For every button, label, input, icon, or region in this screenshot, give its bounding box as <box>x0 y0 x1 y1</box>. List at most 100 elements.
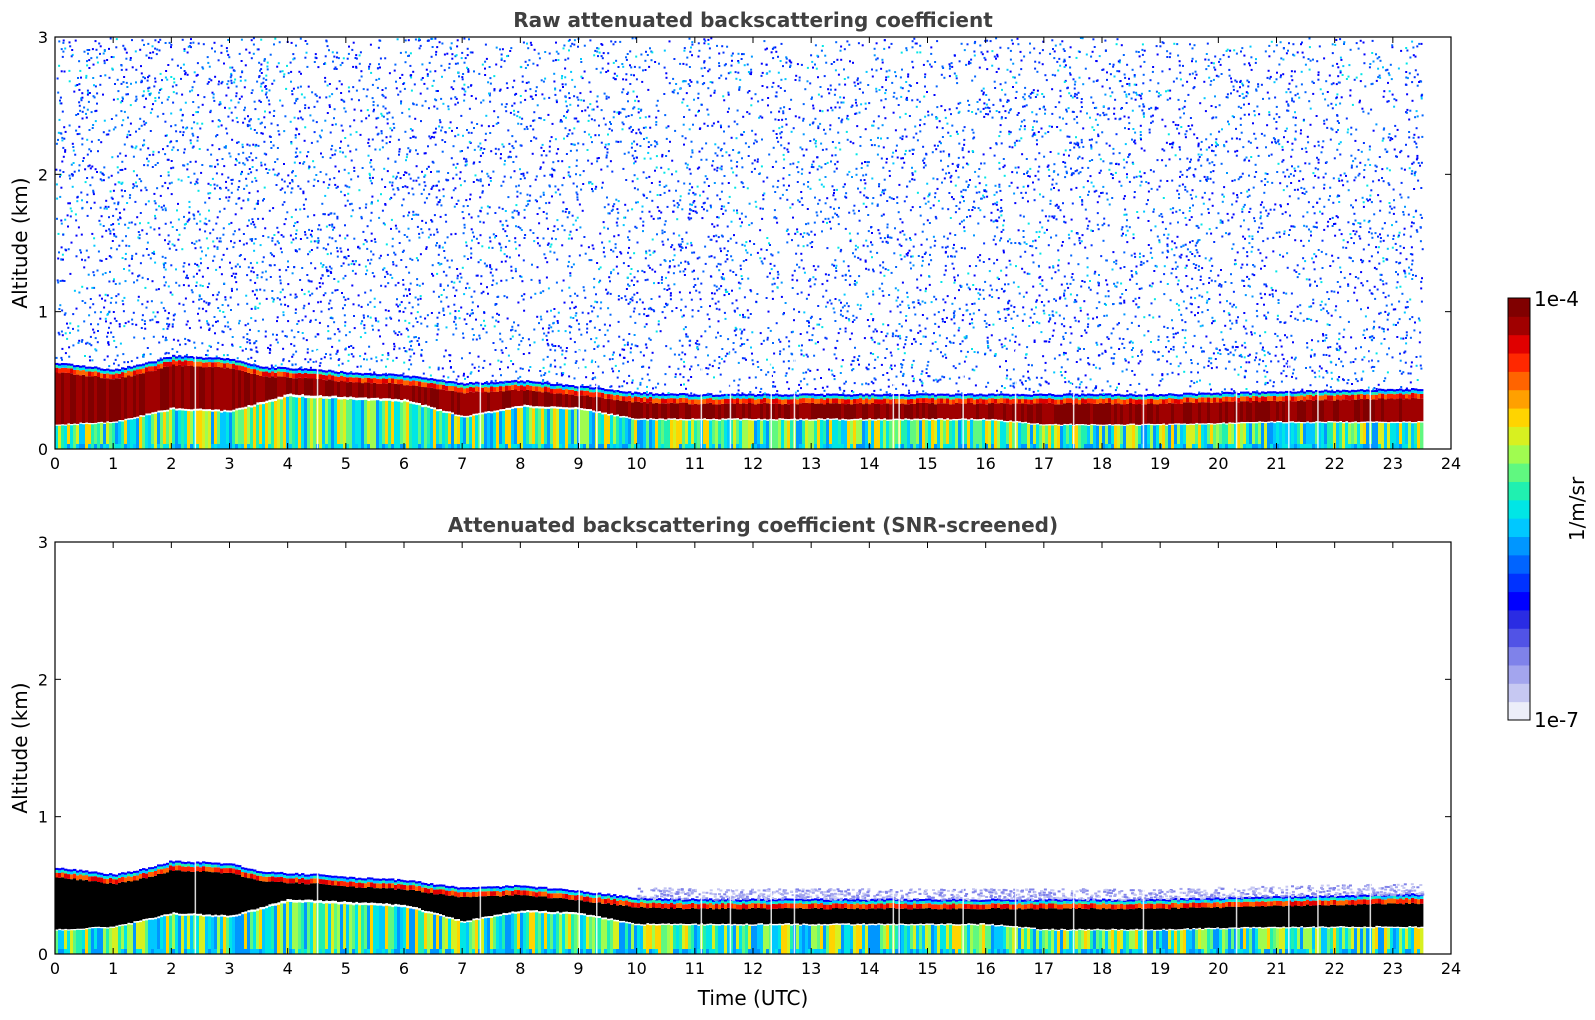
noise-speck <box>113 202 116 205</box>
heatmap-cell <box>1204 392 1208 395</box>
noise-speck <box>599 232 602 235</box>
noise-speck <box>88 129 91 131</box>
noise-speck <box>1161 355 1164 357</box>
heatmap-cell <box>1045 444 1049 449</box>
noise-speck <box>1252 186 1255 189</box>
noise-speck <box>1196 251 1199 254</box>
heatmap-cell <box>874 394 878 397</box>
heatmap-cell <box>1312 393 1316 397</box>
heatmap-cell <box>1138 394 1142 397</box>
heatmap-cell <box>223 363 227 369</box>
heatmap-cell <box>418 378 422 382</box>
heatmap-cell <box>1186 392 1190 395</box>
noise-speck <box>1254 163 1257 166</box>
heatmap-cell <box>826 403 830 419</box>
noise-speck <box>1086 274 1089 277</box>
heatmap-cell <box>1120 404 1124 425</box>
noise-speck <box>482 99 485 102</box>
heatmap-cell <box>310 398 314 449</box>
noise-speck <box>781 125 784 128</box>
noise-speck <box>1156 235 1159 238</box>
noise-speck <box>315 174 318 176</box>
noise-speck <box>1307 141 1310 144</box>
heatmap-cell <box>1387 388 1391 391</box>
heatmap-cell <box>613 392 617 396</box>
noise-speck <box>517 324 520 327</box>
heatmap-cell <box>667 419 671 449</box>
noise-speck <box>957 165 959 168</box>
noise-speck <box>283 73 286 76</box>
heatmap-cell <box>907 420 911 449</box>
noise-speck <box>627 151 630 154</box>
heatmap-cell <box>598 387 602 390</box>
heatmap-cell <box>910 420 914 449</box>
noise-speck <box>877 127 880 130</box>
heatmap-cell <box>262 376 266 402</box>
noise-speck <box>746 309 749 312</box>
heatmap-cell <box>1201 397 1205 403</box>
heatmap-cell <box>295 370 299 374</box>
heatmap-cell <box>601 392 605 398</box>
heatmap-cell <box>709 398 713 403</box>
noise-speck <box>307 180 310 183</box>
noise-speck <box>241 349 244 352</box>
heatmap-cell <box>1051 394 1055 397</box>
heatmap-cell <box>451 383 455 386</box>
noise-speck <box>1299 304 1302 307</box>
noise-speck <box>1130 254 1133 257</box>
heatmap-cell <box>628 418 632 449</box>
noise-speck <box>949 217 952 219</box>
noise-speck <box>1082 127 1085 130</box>
heatmap-cell <box>145 415 149 449</box>
noise-speck <box>1320 151 1323 154</box>
noise-speck <box>283 180 286 183</box>
noise-speck <box>352 346 355 349</box>
heatmap-cell <box>91 369 95 372</box>
heatmap-cell <box>817 403 821 419</box>
noise-speck <box>972 131 975 134</box>
heatmap-cell <box>1216 397 1220 403</box>
heatmap-cell <box>358 400 362 449</box>
noise-speck <box>1004 337 1007 340</box>
heatmap-cell <box>1306 394 1310 400</box>
noise-speck <box>1211 316 1214 319</box>
heatmap-cell <box>796 396 800 400</box>
heatmap-cell <box>715 394 719 397</box>
noise-speck <box>138 233 141 236</box>
heatmap-cell <box>79 365 83 368</box>
noise-speck <box>112 189 115 192</box>
heatmap-cell <box>760 420 764 449</box>
heatmap-cell <box>223 360 227 364</box>
noise-speck <box>367 138 370 141</box>
heatmap-cell <box>1021 393 1025 396</box>
heatmap-cell <box>1372 423 1376 449</box>
heatmap-cell <box>1144 399 1148 405</box>
noise-speck <box>268 168 271 171</box>
heatmap-cell <box>463 385 467 389</box>
heatmap-cell <box>616 399 620 415</box>
heatmap-cell <box>1270 391 1274 394</box>
heatmap-cell <box>712 399 716 405</box>
noise-speck <box>1296 318 1299 321</box>
heatmap-cell <box>676 395 680 399</box>
noise-speck <box>1326 371 1329 374</box>
noise-speck <box>1039 252 1042 255</box>
noise-speck <box>986 340 989 343</box>
noise-speck <box>508 142 511 145</box>
heatmap-cell <box>154 370 158 412</box>
noise-speck <box>348 90 351 93</box>
heatmap-cell <box>1399 423 1403 449</box>
noise-speck <box>625 78 628 81</box>
heatmap-cell <box>376 383 380 398</box>
noise-speck <box>852 209 855 212</box>
noise-speck <box>1209 171 1212 174</box>
noise-speck <box>707 235 710 238</box>
noise-speck <box>73 289 76 292</box>
heatmap-cell <box>490 391 494 412</box>
noise-speck <box>1293 54 1296 57</box>
noise-speck <box>438 125 441 128</box>
noise-speck <box>385 372 388 375</box>
noise-speck <box>634 150 637 152</box>
heatmap-cell <box>238 444 242 449</box>
heatmap-cell <box>1228 444 1232 449</box>
